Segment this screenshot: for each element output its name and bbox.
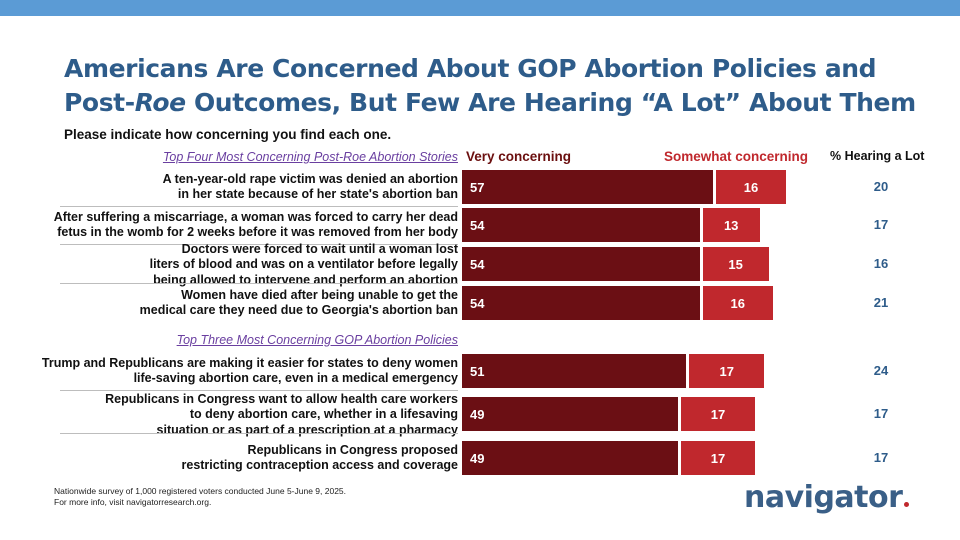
bar-very-value: 51	[470, 363, 485, 379]
row-label-line: to deny abortion care, whether in a life…	[189, 407, 458, 422]
legend-somewhat-concerning: Somewhat concerning	[664, 149, 809, 164]
bar-very-value: 54	[470, 217, 485, 233]
bar-very-concerning: 54	[462, 286, 700, 320]
hearing-a-lot-value: 24	[873, 363, 889, 378]
row-label-line: medical care they need due to Georgia's …	[139, 303, 458, 317]
row-label-line: Women have died after being unable to ge…	[181, 287, 458, 302]
bar-somewhat-value: 13	[723, 217, 739, 233]
row-label-line: life-saving abortion care, even in a med…	[133, 371, 458, 385]
bar-somewhat-value: 16	[730, 295, 746, 311]
section-heading: Top Four Most Concerning Post-Roe Aborti…	[162, 150, 458, 164]
top-accent-bar	[0, 0, 960, 16]
row-label-line: After suffering a miscarriage, a woman w…	[53, 209, 458, 224]
row-label: Republicans in Congress proposed restrict…	[38, 442, 459, 474]
bar-very-value: 57	[470, 179, 485, 195]
bar-somewhat-concerning: 15	[702, 247, 769, 281]
row-separator	[60, 206, 458, 207]
title-line-2: Post-Roe Outcomes, But Few Are Hearing “…	[64, 88, 916, 117]
row-label-line: in her state because of her state's abor…	[177, 187, 458, 201]
row-label-line: situation or as part of a prescription a…	[156, 422, 458, 437]
row-separator	[60, 390, 458, 391]
row-label-line: Republicans in Congress proposed	[247, 442, 458, 457]
logo-dot-icon	[904, 502, 910, 507]
hearing-a-lot-value: 17	[873, 450, 889, 465]
bar-very-value: 54	[470, 256, 485, 272]
bar-somewhat-value: 17	[719, 363, 735, 379]
bar-somewhat-concerning: 17	[689, 354, 765, 388]
bar-somewhat-value: 15	[728, 256, 743, 272]
row-label: A ten-year-old rape victim was denied an…	[38, 172, 458, 203]
row-label: After suffering a miscarriage, a woman w…	[38, 210, 458, 241]
bar-somewhat-concerning: 16	[715, 170, 787, 204]
bar-very-concerning: 51	[462, 354, 687, 388]
bar-somewhat-concerning: 17	[680, 441, 756, 475]
bar-somewhat-value: 17	[710, 450, 726, 466]
row-label-line: fetus in the womb for 2 weeks before it …	[57, 225, 458, 239]
bar-very-concerning: 54	[462, 208, 700, 242]
bar-somewhat-concerning: 13	[702, 208, 760, 242]
bar-very-concerning: 57	[462, 170, 713, 204]
bar-very-value: 49	[470, 406, 485, 422]
row-label-line: being allowed to intervene and perform a…	[153, 272, 458, 287]
footnote-more-info: For more info, visit navigatorresearch.o…	[54, 497, 212, 507]
row-label: Trump and Republicans are making it easi…	[38, 356, 458, 387]
bar-very-value: 49	[470, 450, 485, 466]
title-line-1: Americans Are Concerned About GOP Aborti…	[64, 54, 877, 83]
row-label: Doctors were forced to wait until a woma…	[38, 242, 458, 289]
bar-somewhat-concerning: 17	[680, 397, 756, 431]
row-label-line: liters of blood and was on a ventilator …	[149, 257, 458, 272]
row-label-line: Doctors were forced to wait until a woma…	[181, 241, 458, 256]
legend-very-concerning: Very concerning	[466, 149, 572, 164]
bar-very-value: 54	[470, 295, 485, 311]
hearing-a-lot-value: 21	[873, 295, 889, 310]
navigator-logo: navigator	[744, 480, 910, 515]
bar-very-concerning: 49	[462, 397, 678, 431]
row-separator	[60, 283, 458, 284]
footnote-survey: Nationwide survey of 1,000 registered vo…	[54, 486, 347, 496]
bar-somewhat-value: 16	[743, 179, 759, 195]
bar-somewhat-value: 17	[710, 406, 726, 422]
page-title: Americans Are Concerned About GOP Aborti…	[64, 52, 944, 120]
hearing-a-lot-value: 16	[873, 256, 889, 271]
row-label: Republicans in Congress want to allow he…	[38, 392, 458, 439]
row-label-line: A ten-year-old rape victim was denied an…	[162, 171, 458, 186]
bar-very-concerning: 54	[462, 247, 700, 281]
bar-very-concerning: 49	[462, 441, 678, 475]
row-separator	[60, 244, 458, 245]
row-label-line: Republicans in Congress want to allow he…	[105, 391, 458, 406]
row-separator	[60, 433, 458, 434]
section-heading: Top Three Most Concerning GOP Abortion P…	[176, 333, 458, 347]
bar-somewhat-concerning: 16	[702, 286, 773, 320]
row-label-line: Trump and Republicans are making it easi…	[41, 355, 458, 370]
hearing-a-lot-value: 17	[873, 406, 889, 421]
legend-hearing-a-lot: % Hearing a Lot	[830, 149, 925, 163]
hearing-a-lot-value: 17	[873, 217, 889, 232]
row-label-line: restricting contraception access and cov…	[181, 458, 459, 472]
row-label: Women have died after being unable to ge…	[38, 288, 458, 319]
question-subtitle: Please indicate how concerning you find …	[64, 127, 392, 142]
hearing-a-lot-value: 20	[873, 179, 889, 194]
